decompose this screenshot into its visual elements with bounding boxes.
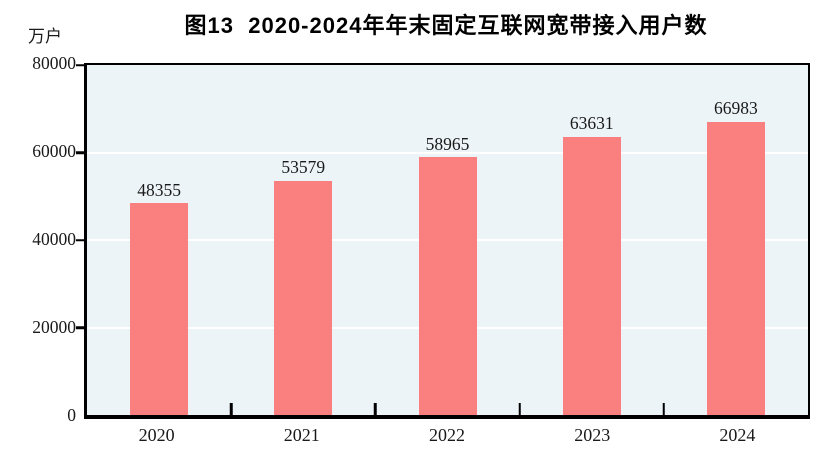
gridline [87, 151, 808, 154]
y-tick-mark [76, 326, 84, 329]
x-boundary-tick [662, 403, 666, 415]
bar-value-label: 66983 [714, 98, 758, 119]
bar-slot: 63631 [520, 65, 664, 415]
y-axis-unit-label: 万户 [28, 27, 62, 46]
bar-2024 [706, 121, 765, 415]
chart-title: 图13 2020-2024年年末固定互联网宽带接入用户数 [184, 13, 708, 38]
bar-2022 [418, 157, 477, 415]
bar-2023 [562, 136, 621, 415]
x-axis: 2020 2021 2022 2023 2024 [84, 425, 810, 446]
y-tick-label: 0 [67, 404, 76, 425]
y-tick-mark [76, 151, 84, 154]
bar-value-label: 58965 [425, 133, 470, 154]
bar-slot: 48355 [87, 65, 231, 415]
y-tick-label: 40000 [32, 228, 76, 249]
y-tick-mark [76, 238, 84, 242]
x-tick-label: 2021 [283, 425, 320, 445]
y-tick-label: 20000 [32, 316, 76, 337]
bar-value-label: 48355 [137, 179, 181, 200]
bar-slot: 53579 [231, 65, 375, 415]
bar-value-label: 63631 [569, 113, 614, 134]
y-tick-mark [76, 63, 84, 67]
bar-2020 [130, 203, 189, 415]
bars-row: 48355 53579 58965 63631 66983 [87, 65, 808, 415]
x-tick-label: 2023 [574, 425, 611, 445]
x-tick-label: 2022 [429, 425, 465, 445]
bar-slot: 66983 [664, 65, 808, 415]
x-tick-label: 2020 [138, 425, 175, 445]
y-tick-label: 80000 [32, 52, 76, 73]
bar-value-label: 53579 [281, 157, 326, 178]
x-boundary-tick [518, 403, 521, 415]
bar-2021 [274, 180, 333, 415]
plot-area: 48355 53579 58965 63631 66983 [76, 63, 810, 419]
x-tick-label: 2024 [719, 425, 756, 445]
y-axis: 0 20000 40000 60000 80000 [0, 54, 76, 423]
x-boundary-tick [229, 403, 233, 415]
y-tick-label: 60000 [32, 140, 76, 161]
x-boundary-tick [374, 403, 377, 415]
bar-slot: 58965 [375, 65, 519, 415]
